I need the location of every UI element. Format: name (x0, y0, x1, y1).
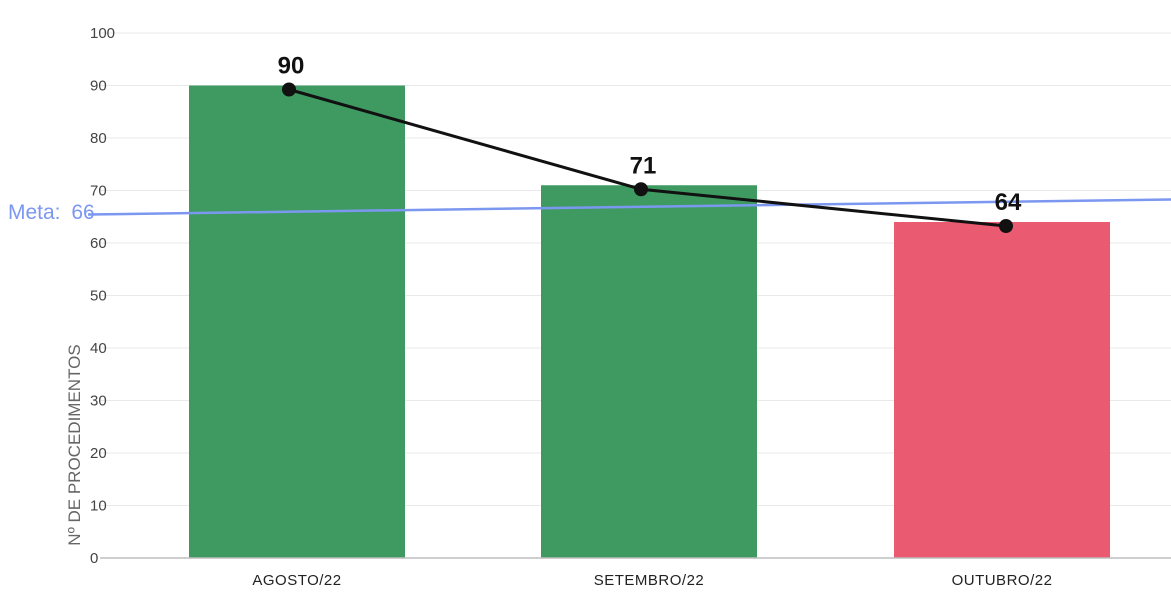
y-tick-label: 40 (90, 340, 107, 357)
x-tick-label: OUTUBRO/22 (952, 572, 1053, 589)
y-tick-label: 0 (90, 550, 98, 567)
bar-agosto-22 (189, 85, 405, 558)
y-axis-label: Nº DE PROCEDIMENTOS (65, 344, 84, 545)
meta-label: Meta: 66 (8, 201, 95, 224)
x-tick-label: AGOSTO/22 (252, 572, 341, 589)
bar-outubro-22 (894, 222, 1110, 558)
data-label: 64 (995, 189, 1022, 216)
y-tick-label: 80 (90, 130, 107, 147)
meta-label-text: Meta: (8, 201, 61, 224)
meta-value-text: 66 (71, 201, 94, 224)
trend-point (282, 82, 296, 97)
y-tick-label: 10 (90, 498, 107, 515)
bars (189, 85, 1110, 558)
y-tick-label: 70 (90, 183, 107, 200)
x-tick-label: SETEMBRO/22 (594, 572, 705, 589)
trend-point (999, 219, 1013, 233)
meta-reference-line (87, 198, 1171, 216)
y-tick-label: 90 (90, 78, 107, 95)
bar-setembro-22 (541, 185, 757, 558)
y-tick-label: 20 (90, 445, 107, 462)
axes: 0 10 20 30 40 50 60 70 80 90 100 AGOSTO/22 SETEMBRO/… (90, 25, 1171, 589)
y-tick-label: 30 (90, 393, 107, 410)
data-label: 71 (630, 152, 657, 179)
data-label: 90 (278, 53, 305, 80)
data-labels: 90 71 64 (278, 53, 1022, 217)
y-tick-label: 60 (90, 235, 107, 252)
line-overlay (282, 82, 1013, 233)
y-tick-label: 50 (90, 288, 107, 305)
reference-line-group (87, 198, 1171, 216)
y-tick-label: 100 (90, 25, 115, 42)
trend-point (634, 182, 648, 197)
